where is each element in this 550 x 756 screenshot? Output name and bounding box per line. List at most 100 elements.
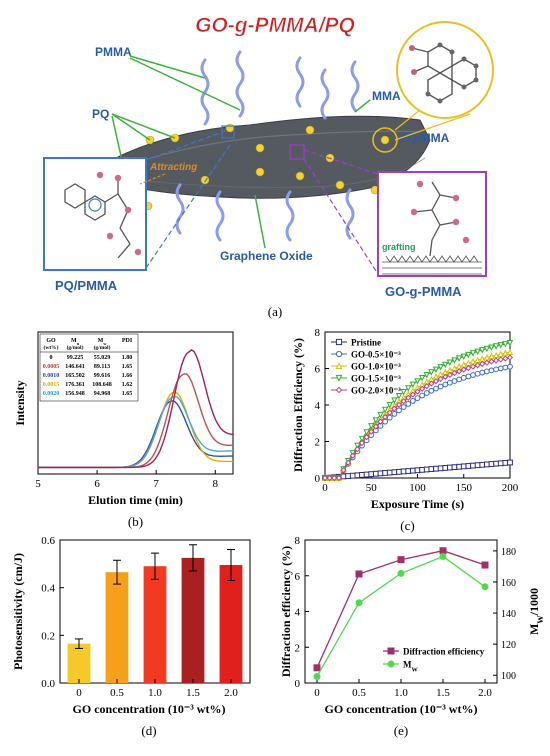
bar-0 [67, 643, 91, 683]
de-point-1 [386, 414, 393, 421]
de-point-2 [469, 358, 477, 365]
de-point-4 [405, 394, 412, 401]
de-point-4 [354, 446, 361, 453]
label-pq-mma: PQ/MMA [400, 131, 450, 145]
diffraction-time-chart: 0 50 100 150 200 0 2 4 6 8 Exposure Time (s) Diffra… [291, 327, 519, 533]
x-tick-label-b: 6 [94, 478, 100, 490]
de-point-0 [428, 466, 435, 472]
dual-point-0 [397, 556, 405, 564]
label-pq-pmma: PQ/PMMA [55, 278, 118, 293]
de-point-0 [460, 463, 467, 470]
gpc-curve-4 [38, 349, 234, 469]
de-point-3 [451, 357, 458, 364]
de-point-0 [451, 464, 458, 471]
de-point-3 [479, 347, 486, 354]
table-cell: 0.0010 [43, 373, 60, 379]
table-cell: 176.361 [65, 382, 85, 388]
de-point-4 [428, 380, 435, 387]
table-cell: 89.113 [94, 364, 110, 370]
de-point-3 [354, 442, 361, 450]
de-point-1 [409, 398, 416, 404]
legend-marker-c [335, 362, 343, 370]
de-point-3 [492, 343, 500, 350]
x-tick-label-d: 1.5 [186, 687, 200, 699]
table-cell: 0.0015 [43, 382, 60, 388]
panel-label-d: (d) [141, 723, 156, 738]
panel-label-a: (a) [268, 304, 282, 319]
x-tick-label-c: 150 [456, 482, 473, 494]
bar-1 [105, 572, 129, 683]
de-point-1 [428, 387, 435, 394]
de-point-0 [446, 464, 453, 471]
de-point-0 [386, 469, 393, 476]
plot-frame-b [37, 331, 234, 475]
pq-molecules [125, 123, 405, 211]
de-point-4 [446, 371, 453, 378]
bar-4 [219, 565, 243, 683]
de-point-4 [419, 385, 426, 392]
legend-marker-c [335, 386, 343, 394]
dual-point-1 [355, 599, 363, 607]
y-tick-label-d: 0.0 [41, 678, 55, 690]
de-point-0 [456, 463, 463, 470]
de-point-1 [483, 368, 490, 375]
de-point-4 [382, 413, 389, 421]
panel-label-b: (b) [128, 514, 143, 529]
de-point-3 [469, 350, 477, 357]
x-tick-label-b: 5 [35, 478, 41, 490]
dual-axis-chart: 0 2 4 6 8 100 120 140 160 180 0 0.5 1.0 1.5 2.0GO conc… [279, 535, 545, 738]
de-point-1 [497, 365, 504, 372]
x-tick-label-c: 200 [502, 482, 519, 494]
de-point-4 [363, 434, 370, 441]
de-point-1 [414, 395, 421, 402]
table-header-unit: (g/mol) [94, 344, 111, 351]
de-point-4 [423, 382, 430, 390]
de-point-0 [423, 466, 430, 473]
de-point-3 [400, 389, 407, 396]
table-cell: 1.65 [122, 364, 133, 370]
dual-point-1 [439, 552, 447, 560]
de-point-2 [465, 359, 472, 366]
table-cell: 1.62 [122, 382, 133, 388]
de-point-4 [442, 373, 449, 380]
y-tick-label-c: 8 [315, 327, 321, 339]
de-point-0 [479, 461, 486, 468]
legend-marker-c [335, 374, 343, 382]
legend-label-c: GO-1.0×10⁻³ [351, 362, 401, 372]
dual-point-0 [439, 547, 447, 555]
table-header-unit: (g/mol) [67, 344, 84, 351]
x-tick-label-b: 8 [213, 478, 219, 490]
de-point-1 [465, 373, 472, 380]
de-point-4 [479, 360, 486, 368]
de-point-0 [359, 471, 365, 478]
label-go-g-pmma: GO-g-PMMA [385, 284, 462, 299]
de-point-1 [423, 390, 430, 396]
table-cell: 94.968 [94, 391, 111, 397]
legend-marker-e [387, 660, 395, 668]
de-point-1 [460, 374, 467, 381]
y2-tick-label-e: 160 [501, 578, 516, 589]
de-point-3 [377, 411, 384, 419]
legend-label-c: GO-0.5×10⁻³ [351, 350, 401, 360]
de-point-3 [368, 423, 375, 430]
de-point-4 [497, 356, 504, 363]
de-point-4 [372, 423, 379, 430]
legend-label-e: Diffraction efficiency [403, 647, 485, 657]
de-point-0 [493, 460, 500, 467]
x-tick-label-e: 1.0 [394, 687, 408, 699]
de-point-0 [474, 462, 481, 469]
de-point-4 [474, 362, 481, 369]
label-grafting: grafting [382, 242, 416, 252]
y2-axis-label-e: MW/1000 [527, 588, 545, 635]
table-header-unit: (wt%) [44, 344, 59, 351]
de-point-0 [488, 461, 495, 467]
legend-label-c: Pristine [351, 338, 381, 348]
de-point-4 [414, 388, 421, 395]
gpc-curve-0 [38, 400, 234, 469]
de-point-1 [396, 407, 402, 414]
legend-marker-c [335, 350, 343, 358]
de-point-1 [419, 392, 426, 399]
de-point-4 [400, 398, 407, 405]
de-point-0 [354, 472, 361, 479]
bar-3 [181, 557, 205, 683]
